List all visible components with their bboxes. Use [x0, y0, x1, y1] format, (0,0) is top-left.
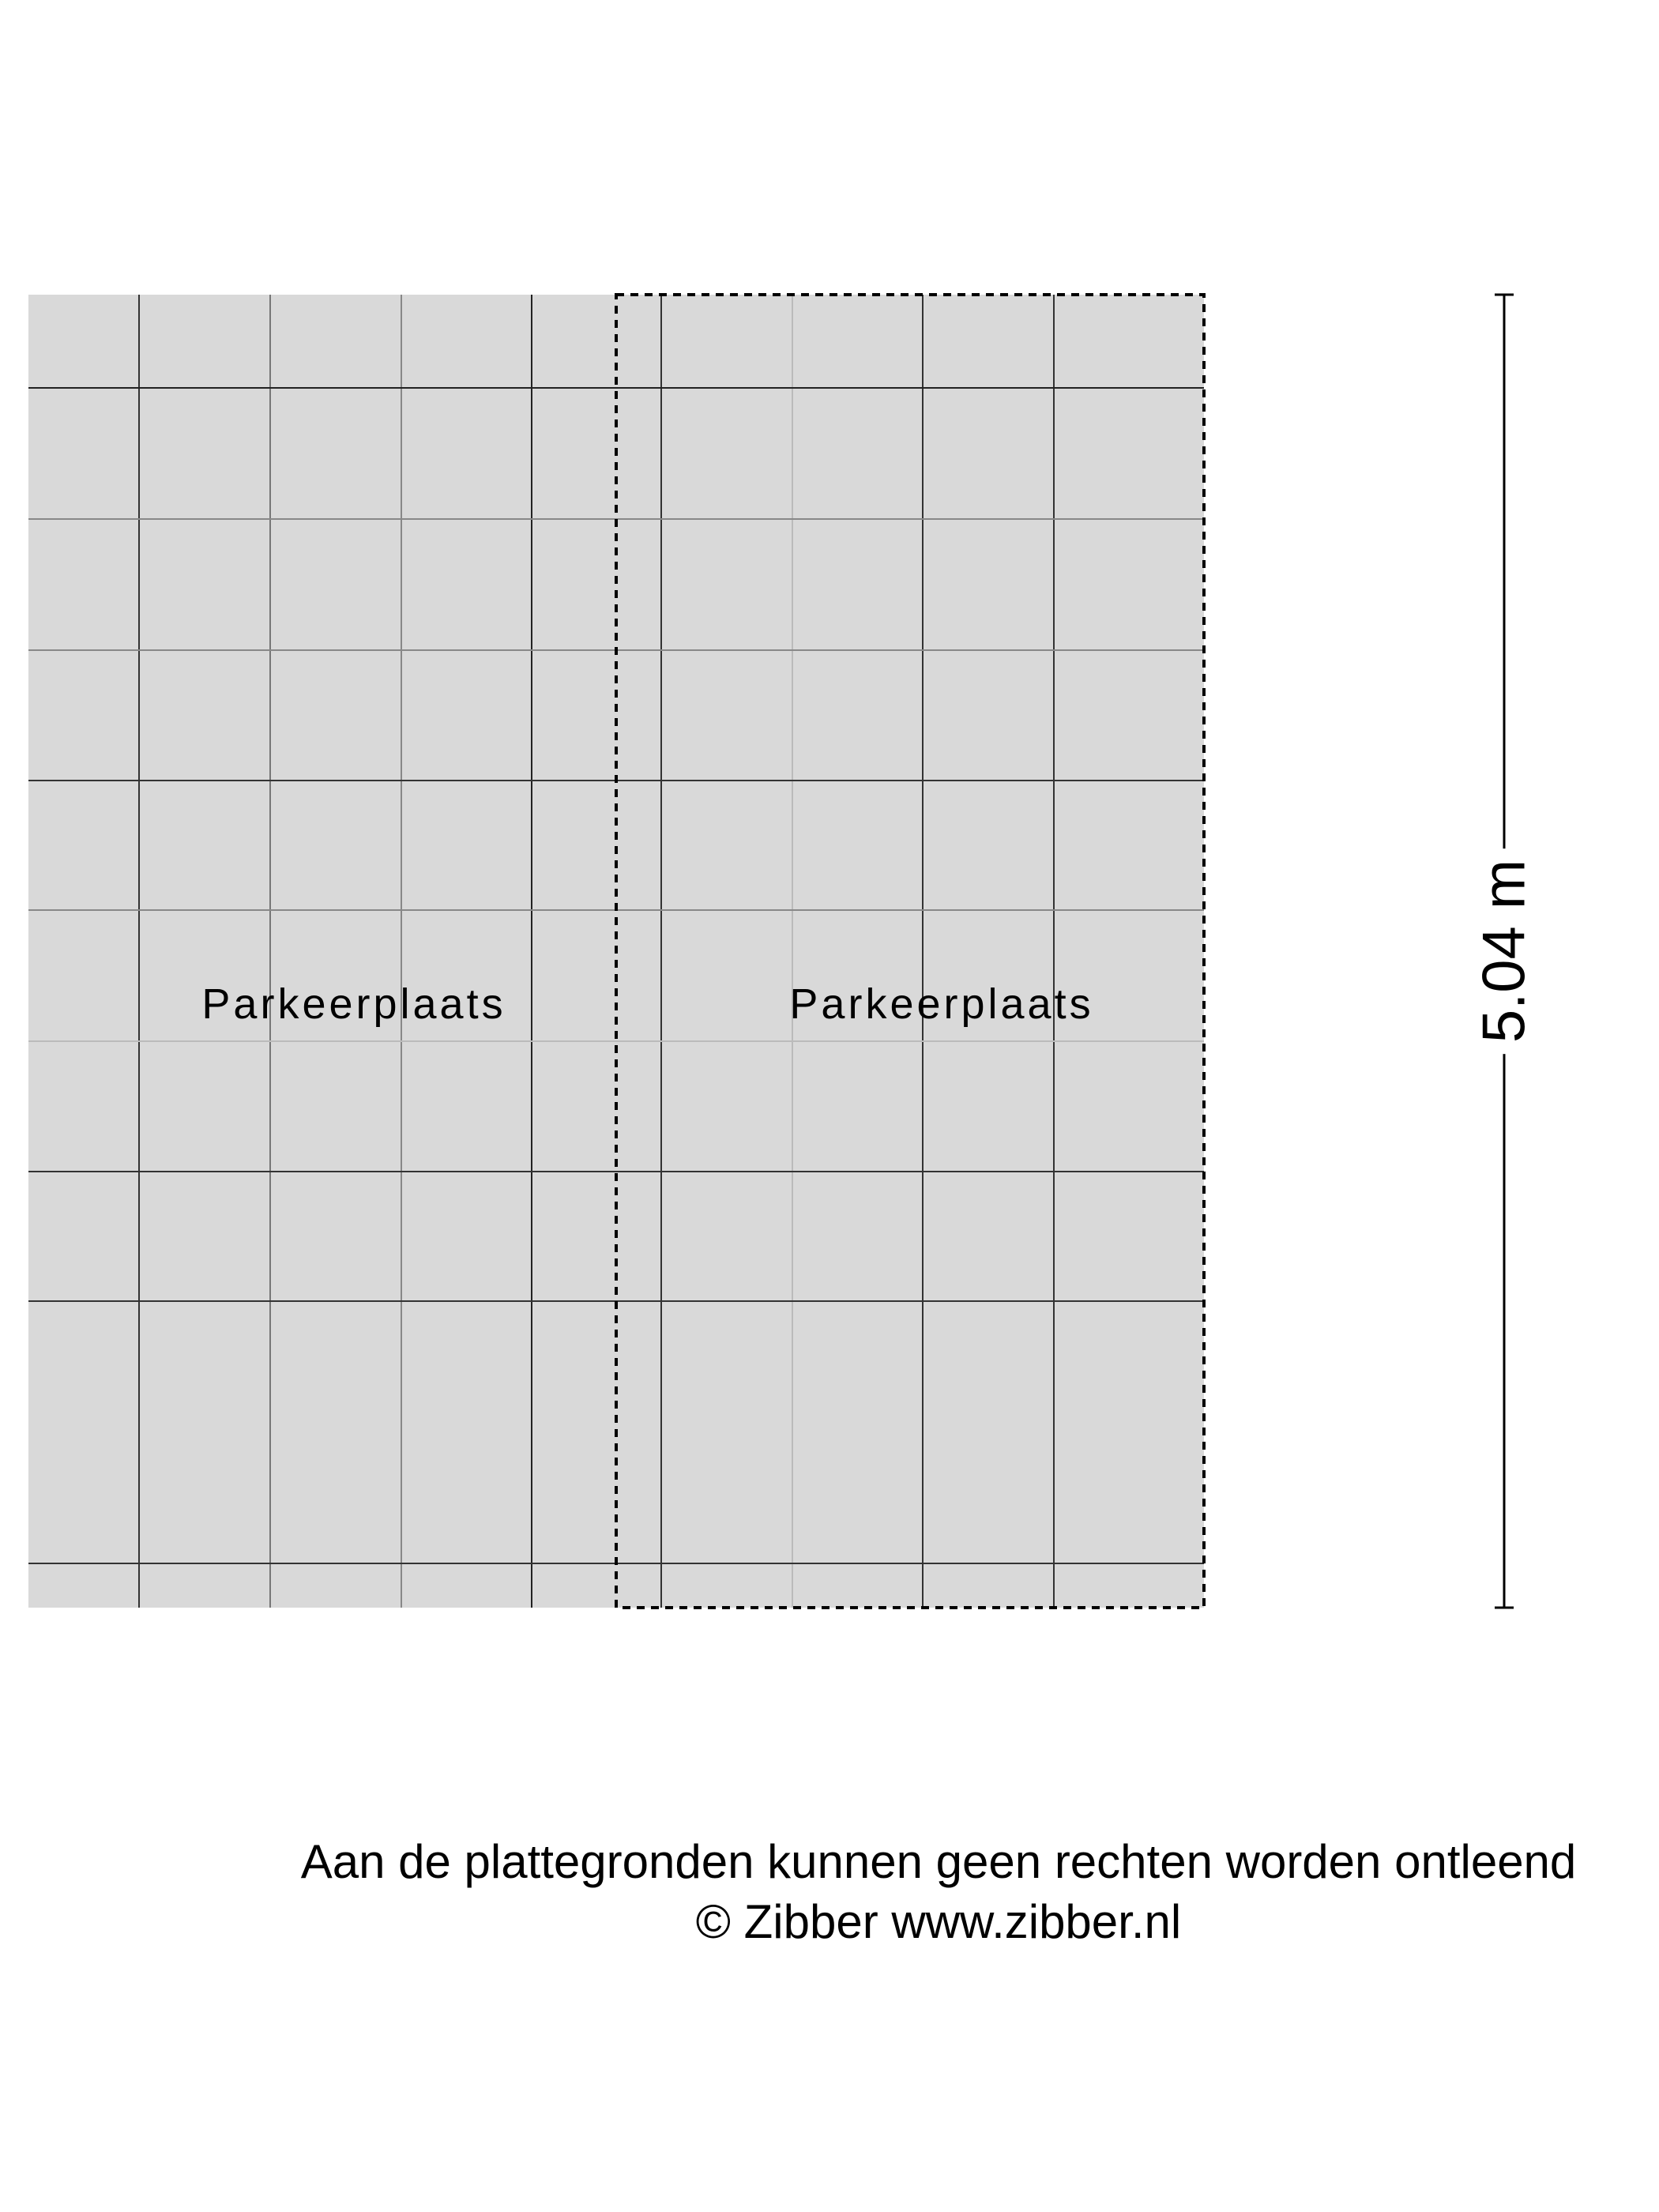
copyright-text: © Zibber www.zibber.nl [695, 1895, 1182, 1948]
room-label-parkeerplaats-1: Parkeerplaats [201, 980, 506, 1028]
room-label-parkeerplaats-2: Parkeerplaats [789, 980, 1094, 1028]
dimension-label: 5.04 m [1469, 848, 1539, 1055]
disclaimer-text: Aan de plattegronden kunnen geen rechten… [300, 1835, 1577, 1888]
parking-space-outline [615, 293, 1206, 1609]
